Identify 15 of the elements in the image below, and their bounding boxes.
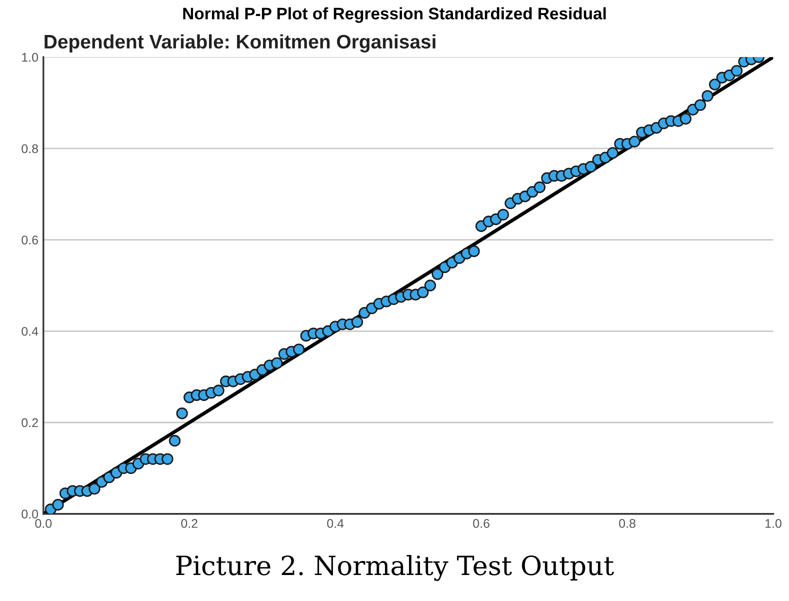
x-tick-label: 0.4 [327, 519, 344, 528]
y-tick-label: 0.6 [22, 236, 38, 244]
x-tick-label: 0.2 [181, 519, 198, 528]
y-tick-label: 0.2 [22, 418, 38, 428]
text: Picture 2. Normality Test Output [176, 554, 614, 581]
y-tick-label: 0.0 [22, 510, 38, 519]
y-tick-label: 0.4 [22, 326, 38, 336]
x-tick-label: 0.0 [35, 519, 52, 528]
y-tick-label: 0.8 [22, 144, 38, 154]
x-tick-label: 0.8 [619, 519, 636, 528]
x-tick-label: 0.6 [473, 519, 490, 528]
chart-title: Normal P-P Plot of Regression Standardized Residual [183, 7, 606, 23]
y-tick-label: 1.0 [22, 52, 38, 62]
chart-subtitle: Dependent Variable: Komitmen Organisasi [44, 34, 436, 53]
x-tick-label: 1.0 [765, 519, 782, 528]
